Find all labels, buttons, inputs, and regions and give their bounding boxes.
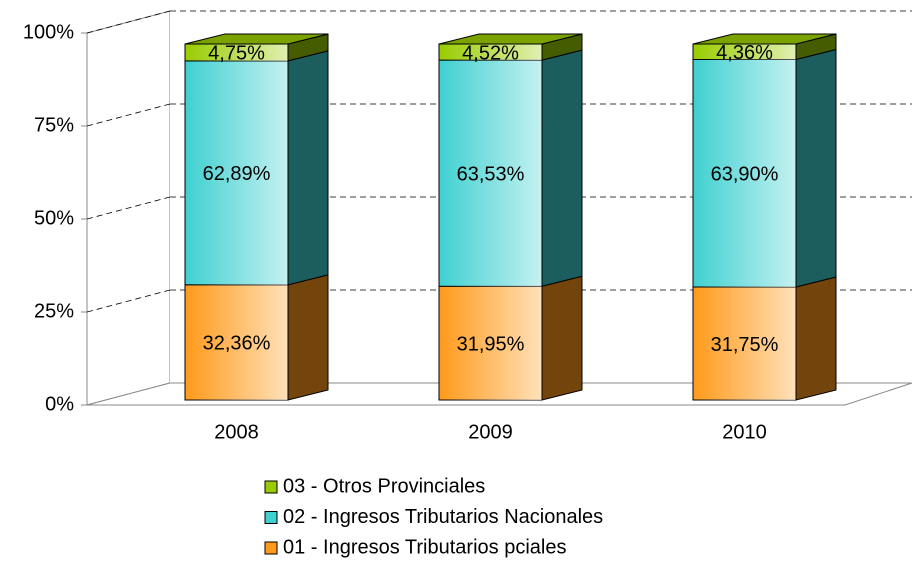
legend-label: 01 - Ingresos Tributarios pciales	[283, 536, 566, 558]
x-tick-label: 2008	[214, 421, 259, 443]
grid-line	[86, 196, 171, 220]
x-tick-label: 2009	[468, 421, 513, 443]
data-label: 31,95%	[457, 333, 525, 355]
legend-swatch	[264, 480, 278, 494]
x-tick-label: 2010	[722, 421, 767, 443]
legend-swatch	[264, 541, 278, 555]
bar-top	[692, 33, 837, 45]
bar-side	[287, 50, 329, 286]
data-label: 63,90%	[711, 164, 779, 186]
y-tick-label: 25%	[34, 300, 74, 322]
bar-side	[795, 276, 837, 401]
data-label: 32,36%	[203, 333, 271, 355]
data-label: 4,36%	[716, 42, 773, 64]
bar-top	[438, 33, 583, 45]
bar-side	[541, 49, 583, 287]
y-tick-label: 75%	[34, 114, 74, 136]
bar-shine	[185, 44, 288, 61]
bar-shine	[439, 60, 542, 287]
grid-line	[86, 10, 171, 34]
y-tick-label: 100%	[23, 21, 74, 43]
legend-label: 03 - Otros Provinciales	[283, 475, 485, 497]
bar-side	[287, 274, 329, 401]
bar-side	[541, 275, 583, 401]
bar-shine	[185, 284, 288, 400]
bar-side	[795, 48, 837, 288]
data-label: 4,75%	[208, 43, 265, 65]
y-tick-label: 0%	[45, 393, 74, 415]
data-label: 31,75%	[711, 334, 779, 356]
bar-shine	[693, 43, 796, 60]
data-label: 62,89%	[203, 163, 271, 185]
bar-shine	[439, 286, 542, 400]
bar-shine	[439, 44, 542, 61]
bar-shine	[185, 60, 288, 285]
grid-line	[86, 289, 171, 313]
bar-top	[184, 33, 329, 45]
legend-label: 02 - Ingresos Tributarios Nacionales	[283, 506, 603, 528]
bar-shine	[693, 59, 796, 287]
legend-swatch	[264, 511, 278, 524]
bar-shine	[693, 286, 796, 400]
y-tick-label: 50%	[34, 207, 74, 229]
grid-line	[86, 103, 171, 127]
data-label: 63,53%	[457, 163, 525, 185]
data-label: 4,52%	[462, 42, 519, 64]
